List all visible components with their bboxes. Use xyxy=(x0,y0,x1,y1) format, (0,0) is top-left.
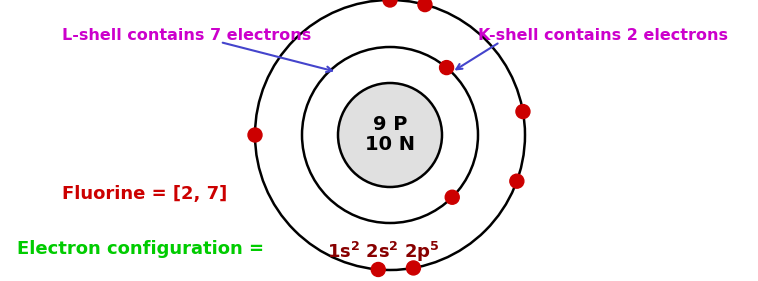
Text: $\mathbf{1s^{2}\ 2s^{2}\ 2p^{5}}$: $\mathbf{1s^{2}\ 2s^{2}\ 2p^{5}}$ xyxy=(327,240,440,264)
Circle shape xyxy=(248,128,262,142)
Circle shape xyxy=(516,105,530,119)
Circle shape xyxy=(383,0,397,7)
Circle shape xyxy=(510,174,524,188)
Text: 9 P: 9 P xyxy=(373,115,407,135)
Text: 10 N: 10 N xyxy=(365,135,415,155)
Text: Electron configuration =: Electron configuration = xyxy=(17,240,271,258)
Circle shape xyxy=(440,61,453,74)
Text: L-shell contains 7 electrons: L-shell contains 7 electrons xyxy=(62,28,312,43)
Text: K-shell contains 2 electrons: K-shell contains 2 electrons xyxy=(478,28,728,43)
Circle shape xyxy=(418,0,432,12)
Text: Fluorine = [2, 7]: Fluorine = [2, 7] xyxy=(62,185,227,203)
Circle shape xyxy=(445,190,459,204)
Circle shape xyxy=(338,83,442,187)
Circle shape xyxy=(406,261,421,275)
Circle shape xyxy=(371,262,385,277)
